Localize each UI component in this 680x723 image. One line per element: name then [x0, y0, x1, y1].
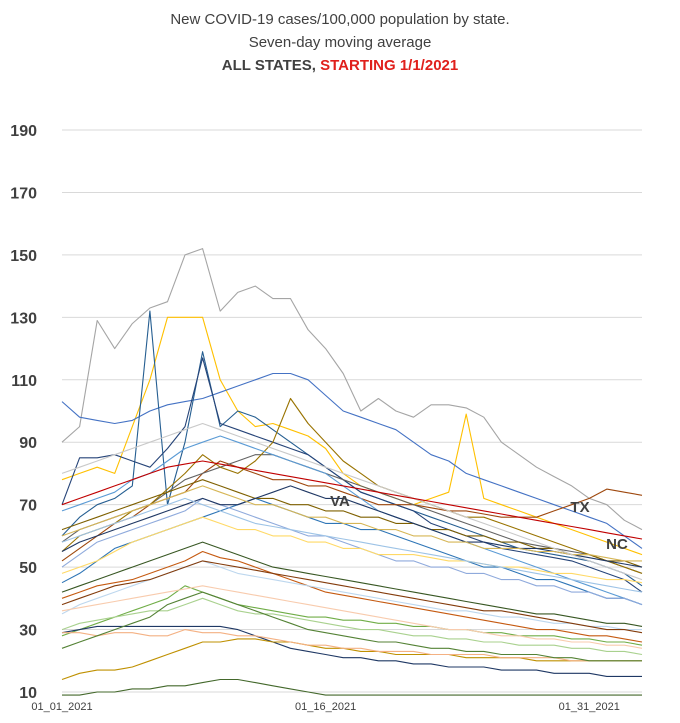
- series-lines: [62, 249, 642, 695]
- y-tick-label: 50: [19, 560, 37, 577]
- series-line-27: [62, 461, 642, 539]
- y-tick-label: 70: [19, 498, 37, 515]
- y-tick-label: 110: [11, 373, 37, 390]
- y-tick-label: 150: [10, 248, 37, 265]
- y-tick-label: 10: [19, 685, 37, 702]
- series-line-3: [62, 311, 642, 586]
- series-line-2: [62, 374, 642, 549]
- annotation-va: VA: [330, 493, 350, 510]
- series-line-11: [62, 626, 642, 676]
- x-tick-label: 01_16_2021: [295, 701, 356, 713]
- annotations: VA TX NC: [330, 493, 628, 553]
- x-tick-label: 01_31_2021: [559, 701, 620, 713]
- series-line-9: [62, 586, 642, 645]
- y-tick-label: 30: [19, 623, 37, 640]
- y-tick-label: 170: [10, 185, 37, 202]
- line-chart: 190 170 150 130 110 90 70 50 30 10 01_01_2021 01_1…: [0, 0, 680, 723]
- y-tick-label: 130: [10, 310, 37, 327]
- y-tick-label: 90: [19, 435, 37, 452]
- y-axis-ticks: 190 170 150 130 110 90 70 50 30 10: [10, 123, 37, 702]
- annotation-tx: TX: [570, 499, 589, 516]
- y-tick-label: 190: [10, 123, 37, 140]
- x-tick-label: 01_01_2021: [31, 701, 92, 713]
- series-line-10: [62, 680, 642, 696]
- annotation-nc: NC: [606, 536, 628, 553]
- x-axis-ticks: 01_01_2021 01_16_2021 01_31_2021: [31, 701, 619, 713]
- series-line-1: [62, 317, 642, 554]
